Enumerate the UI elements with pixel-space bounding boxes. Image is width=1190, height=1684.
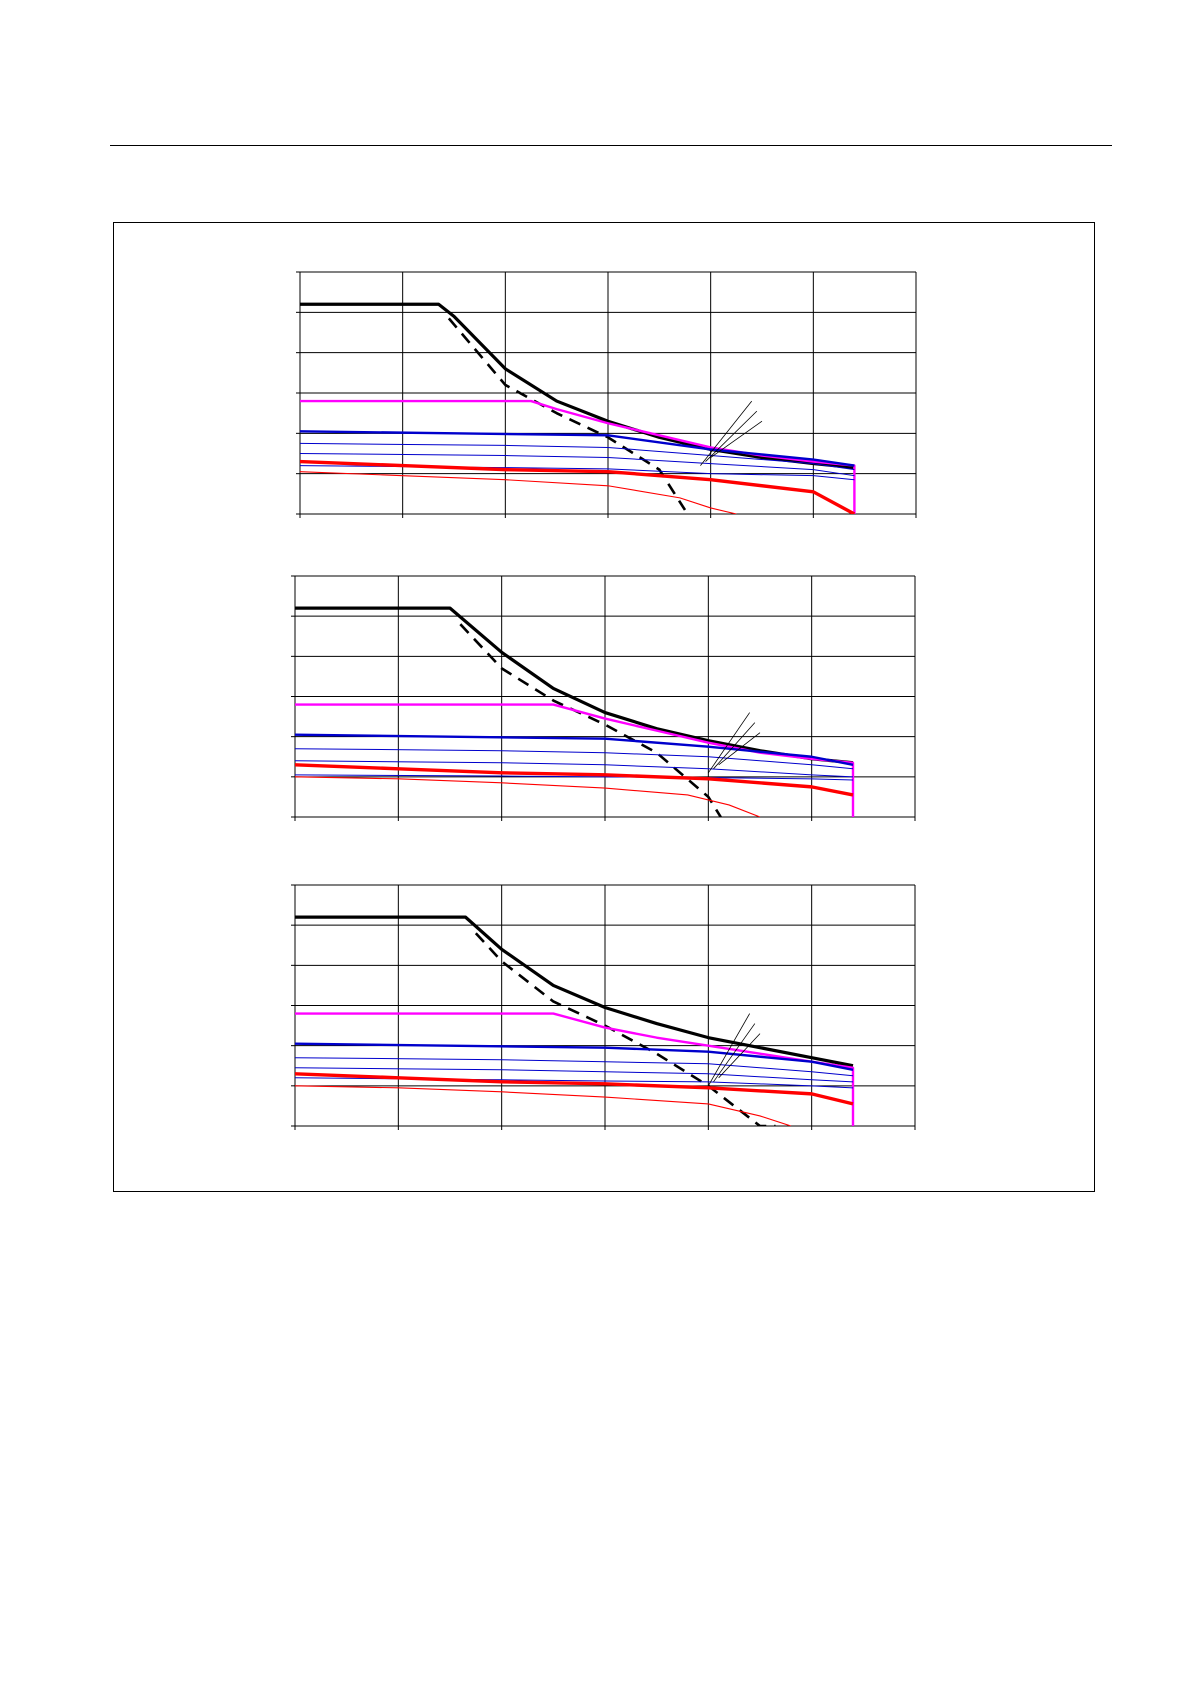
series-line-black-dashed-1 (459, 623, 722, 817)
series-line-blue-thin-4 (295, 748, 854, 770)
series-line-black-dashed-1 (474, 932, 776, 1126)
annotation-leader-line-2 (718, 732, 761, 766)
series-line-red-thin-8 (295, 1085, 792, 1126)
series-line-red-thin-8 (300, 471, 737, 514)
series-line-red-thick-7 (295, 1072, 854, 1106)
series-line-blue-thin-4 (300, 442, 855, 471)
series-line-magenta-2 (300, 399, 856, 514)
figure-frame (113, 222, 1095, 1192)
series-line-blue-thick-3 (295, 733, 854, 766)
chart-3 (291, 884, 916, 1130)
annotation-leader-line-0 (700, 400, 753, 466)
series-line-black-thick-0 (295, 915, 854, 1068)
series-line-magenta-2 (295, 1012, 855, 1126)
series-line-red-thick-7 (300, 459, 856, 514)
series-line-red-thin-8 (295, 776, 761, 817)
chart-1 (296, 271, 917, 518)
annotation-leader-line-0 (708, 712, 750, 774)
chart-2 (291, 575, 916, 821)
series-line-blue-thin-4 (295, 1057, 854, 1077)
series-line-black-thick-0 (300, 302, 855, 470)
annotation-leader-line-0 (707, 1013, 751, 1087)
annotation-leader-line-2 (718, 1033, 761, 1079)
annotation-leader-line-1 (713, 1023, 756, 1083)
series-line-blue-thin-5 (300, 453, 855, 477)
annotation-leader-line-1 (713, 722, 756, 770)
series-line-blue-thick-3 (295, 1042, 854, 1071)
series-line-black-thick-0 (295, 606, 854, 765)
annotation-leader-line-1 (705, 410, 758, 462)
series-line-blue-thin-5 (295, 1067, 854, 1083)
series-line-blue-thick-3 (300, 430, 855, 467)
header-rule (110, 145, 1112, 146)
annotation-leader-line-2 (710, 420, 763, 458)
series-line-blue-thin-5 (295, 760, 854, 778)
series-line-red-thick-7 (295, 763, 854, 797)
series-line-magenta-2 (295, 703, 855, 817)
